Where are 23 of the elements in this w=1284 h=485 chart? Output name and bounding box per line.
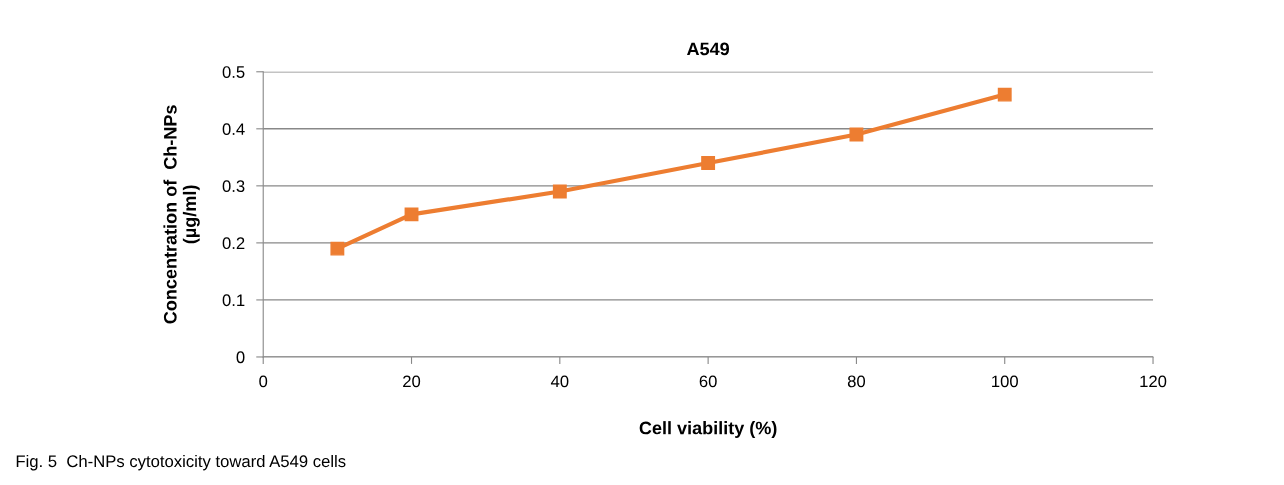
y-tick-label: 0.1 — [222, 294, 245, 307]
x-tick-label: 0 — [259, 375, 268, 388]
point — [330, 241, 345, 256]
y-tick-label: 0 — [236, 351, 245, 364]
y-tick-label: 0.2 — [222, 237, 245, 250]
y-axis-title: Concentration of Ch-NPs (µg/ml) — [163, 105, 200, 324]
point — [997, 87, 1012, 102]
point — [552, 184, 567, 199]
x-tick-label: 100 — [992, 375, 1018, 388]
x-axis-title: Cell viability (%) — [639, 421, 777, 438]
y-tick-label: 0.3 — [222, 180, 245, 193]
x-tick-label: 80 — [847, 375, 866, 388]
point — [849, 127, 864, 142]
y-tick-label: 0.5 — [222, 66, 245, 78]
x-tick-label: 20 — [403, 375, 421, 388]
x-tick-label: 120 — [1140, 375, 1167, 388]
x-tick-label: 40 — [550, 375, 569, 388]
point — [404, 207, 419, 222]
y-tick-label: 0.4 — [222, 123, 245, 136]
caption: Fig. 5 Ch-NPs cytotoxicity toward A549 cells — [16, 454, 346, 471]
x-tick-label: 60 — [699, 375, 717, 388]
chart-title: A549 — [686, 42, 730, 56]
point — [701, 156, 716, 170]
